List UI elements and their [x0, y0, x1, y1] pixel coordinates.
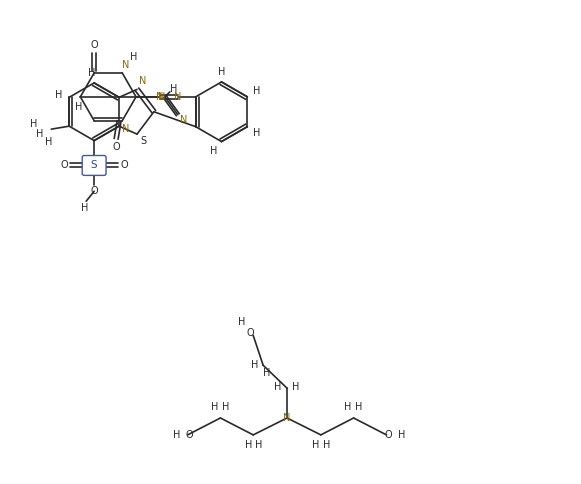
- Text: H: H: [238, 317, 245, 327]
- Text: N: N: [139, 76, 146, 87]
- Text: H: H: [256, 440, 263, 450]
- Text: H: H: [170, 84, 177, 94]
- Text: N: N: [180, 115, 188, 125]
- Text: N: N: [284, 413, 290, 423]
- Text: H: H: [210, 146, 217, 155]
- Text: H: H: [253, 86, 260, 96]
- Text: O: O: [112, 142, 120, 152]
- FancyBboxPatch shape: [82, 155, 106, 175]
- Text: H: H: [323, 440, 331, 450]
- Text: H: H: [253, 128, 260, 137]
- Text: H: H: [250, 360, 258, 370]
- Text: S: S: [140, 136, 146, 146]
- Text: O: O: [120, 160, 128, 170]
- Text: O: O: [186, 430, 193, 440]
- Text: H: H: [30, 119, 37, 129]
- Text: H: H: [245, 440, 252, 450]
- Text: H: H: [130, 52, 138, 62]
- Text: N: N: [123, 124, 130, 134]
- Text: H: H: [397, 430, 405, 440]
- Text: N: N: [158, 92, 166, 102]
- Text: O: O: [385, 430, 392, 440]
- Text: H: H: [344, 402, 352, 412]
- Text: H: H: [173, 430, 180, 440]
- Text: H: H: [222, 402, 229, 412]
- Text: H: H: [211, 402, 218, 412]
- Text: H: H: [55, 91, 62, 100]
- Text: O: O: [91, 40, 98, 50]
- Text: O: O: [90, 186, 98, 197]
- Text: H: H: [88, 68, 96, 78]
- Text: S: S: [91, 160, 98, 170]
- Text: H: H: [355, 402, 363, 412]
- Text: N: N: [174, 92, 181, 102]
- Text: H: H: [263, 368, 271, 378]
- Text: H: H: [45, 137, 52, 147]
- Text: H: H: [292, 382, 300, 392]
- Text: H: H: [218, 67, 225, 77]
- Text: O: O: [246, 329, 254, 338]
- Text: H: H: [274, 382, 282, 392]
- Text: H: H: [35, 129, 43, 139]
- Text: H: H: [81, 203, 88, 213]
- Text: N: N: [156, 92, 164, 102]
- Text: H: H: [312, 440, 320, 450]
- Text: O: O: [60, 160, 68, 170]
- Text: N: N: [123, 60, 130, 70]
- Text: H: H: [75, 102, 82, 112]
